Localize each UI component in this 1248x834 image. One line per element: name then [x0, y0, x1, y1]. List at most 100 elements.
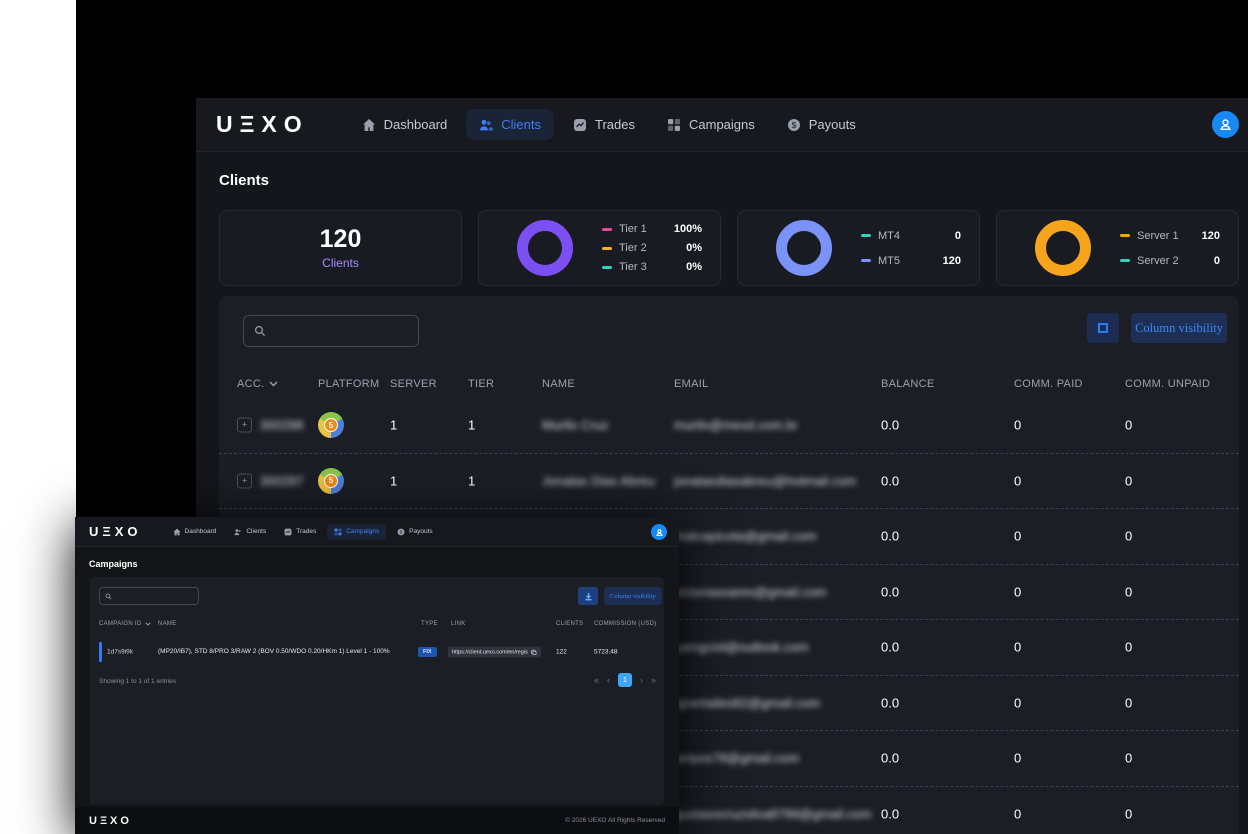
chart-icon	[284, 528, 292, 535]
summary-cards: 120 Clients Tier 1 100% Tier 2 0% Tier 3 0%…	[219, 210, 1239, 286]
col-header-commission[interactable]: COMMISSION (USD)	[594, 621, 657, 627]
col-header-name[interactable]: NAME	[158, 621, 177, 627]
name-cell: Jonatas Dias Abreu	[542, 473, 655, 489]
page-title: Clients	[219, 172, 270, 189]
col-header-comm-paid[interactable]: COMM. PAID	[1014, 378, 1083, 390]
chart-icon	[574, 118, 587, 131]
pagination-next-button[interactable]: ›	[639, 675, 643, 685]
balance-cell: 0.0	[881, 750, 900, 766]
sort-chevron-icon	[269, 381, 278, 387]
email-cell: victoriasoares@gmail.com	[674, 584, 827, 600]
campaign-id-cell: 1d7s9i9k	[107, 648, 134, 656]
balance-cell: 0.0	[881, 473, 900, 489]
comm-unpaid-cell: 0	[1125, 695, 1133, 711]
column-visibility-button[interactable]: Column visibility	[604, 587, 662, 605]
nav-item-dashboard[interactable]: Dashboard	[349, 109, 461, 140]
balance-cell: 0.0	[881, 528, 900, 544]
legend-label: Tier 2	[619, 242, 647, 254]
email-cell: ajnertailes82@gmail.com	[674, 695, 821, 711]
nav-item-payouts[interactable]: $ Payouts	[774, 109, 869, 140]
server-donut-chart	[1035, 220, 1091, 276]
account-number: 300298	[260, 417, 304, 433]
nav-item-trades[interactable]: Trades	[560, 109, 648, 140]
col-header-email[interactable]: EMAIL	[674, 378, 709, 390]
legend-label: Tier 1	[619, 223, 647, 235]
nav-item-dashboard[interactable]: Dashboard	[166, 524, 224, 540]
col-header-platform[interactable]: PLATFORM	[318, 378, 380, 390]
nav-label: Dashboard	[184, 528, 217, 535]
email-cell: matcapicota@gmail.com	[674, 528, 817, 544]
card-servers: Server 1 120 Server 2 0	[996, 210, 1239, 286]
nav-item-clients[interactable]: Clients	[466, 109, 555, 140]
comm-paid-cell: 0	[1014, 528, 1022, 544]
comm-paid-cell: 0	[1014, 584, 1022, 600]
col-header-server[interactable]: SERVER	[390, 378, 437, 390]
col-header-name[interactable]: NAME	[542, 378, 575, 390]
export-button[interactable]	[1087, 313, 1119, 343]
legend-value: 0	[954, 229, 961, 242]
dollar-icon: $	[787, 118, 800, 131]
clients-search-input[interactable]	[243, 315, 419, 347]
top-navbar: UΞXO Dashboard Clients Trades Campaigns	[196, 98, 1248, 152]
col-header-link[interactable]: LINK	[451, 621, 466, 627]
col-header-campaign-id[interactable]: CAMPAIGN ID	[99, 621, 151, 627]
card-platforms: MT4 0 MT5 120	[737, 210, 980, 286]
user-avatar-button-small[interactable]	[651, 524, 667, 540]
pagination-prev-button[interactable]: ‹	[606, 675, 610, 685]
comm-unpaid-cell: 0	[1125, 806, 1133, 822]
svg-text:$: $	[400, 529, 403, 535]
nav-item-campaigns[interactable]: Campaigns	[654, 109, 768, 140]
row-expand-button[interactable]: +	[237, 473, 252, 489]
campaigns-top-navbar: UΞXO Dashboard Clients Trades Campaigns	[75, 517, 679, 547]
user-avatar-button[interactable]	[1212, 111, 1239, 138]
table-row[interactable]: +300297 5 1 1 Jonatas Dias Abreu jonatas…	[219, 454, 1239, 509]
nav-label: Campaigns	[689, 117, 755, 132]
legend-value: 100%	[673, 223, 702, 235]
copyright-text: © 2026 UEXO All Rights Reserved	[565, 817, 665, 824]
download-button[interactable]	[578, 587, 598, 605]
campaign-clients-cell: 122	[556, 648, 567, 656]
nav-item-campaigns[interactable]: Campaigns	[327, 523, 387, 540]
col-header-tier[interactable]: TIER	[468, 378, 495, 390]
comm-unpaid-cell: 0	[1125, 473, 1133, 489]
legend-dash-server1	[1120, 234, 1130, 237]
email-cell: gustavocruzsilva8799@gmail.com	[674, 806, 872, 822]
balance-cell: 0.0	[881, 639, 900, 655]
server-cell: 1	[390, 417, 398, 433]
home-icon	[173, 528, 180, 535]
campaign-name-cell: (MP20/IB7), STD 8/PRO 3/RAW 2 (BOV 0.50/…	[158, 647, 390, 655]
col-header-comm-unpaid[interactable]: COMM. UNPAID	[1125, 378, 1211, 390]
campaign-type-badge: FIX	[418, 647, 437, 657]
campaigns-footer: UΞXO © 2026 UEXO All Rights Reserved	[75, 807, 679, 834]
col-header-balance[interactable]: BALANCE	[881, 378, 935, 390]
uexo-logo-small: UΞXO	[89, 524, 142, 539]
campaign-row[interactable]: 1d7s9i9k (MP20/IB7), STD 8/PRO 3/RAW 2 (…	[90, 637, 664, 667]
server-legend: Server 1 120 Server 2 0	[1120, 230, 1220, 267]
pagination-page-1-button[interactable]: 1	[617, 673, 632, 687]
pagination-first-button[interactable]: «	[593, 675, 599, 685]
clients-table-header: ACC. PLATFORM SERVER TIER NAME EMAIL BAL…	[219, 370, 1239, 398]
col-header-type[interactable]: TYPE	[421, 621, 438, 627]
column-visibility-button[interactable]: Column visibility	[1131, 313, 1227, 343]
main-nav: Dashboard Clients Trades Campaigns $ Pay…	[349, 109, 869, 140]
comm-paid-cell: 0	[1014, 695, 1022, 711]
pagination-info: Showing 1 to 1 of 1 entries	[99, 678, 176, 685]
campaign-link-button[interactable]: https://client.uexo.com/en/regis	[448, 646, 541, 658]
col-header-acc[interactable]: ACC.	[237, 378, 278, 390]
background-white-area	[0, 0, 76, 834]
clients-total-label: Clients	[322, 255, 359, 270]
comm-paid-cell: 0	[1014, 639, 1022, 655]
row-expand-button[interactable]: +	[237, 417, 252, 433]
home-icon	[362, 118, 375, 131]
campaigns-window: UΞXO Dashboard Clients Trades Campaigns	[75, 517, 679, 834]
nav-item-clients[interactable]: Clients	[227, 524, 273, 540]
pagination-last-button[interactable]: »	[650, 675, 656, 685]
nav-item-trades[interactable]: Trades	[277, 524, 323, 540]
campaigns-search-input[interactable]	[99, 587, 199, 605]
col-header-clients[interactable]: CLIENTS	[556, 621, 584, 627]
comm-unpaid-cell: 0	[1125, 417, 1133, 433]
sort-chevron-icon	[144, 622, 151, 626]
table-row[interactable]: +300298 5 1 1 Murilo Cruz murilo@mexd.co…	[219, 398, 1239, 454]
nav-item-payouts[interactable]: $ Payouts	[390, 524, 440, 540]
